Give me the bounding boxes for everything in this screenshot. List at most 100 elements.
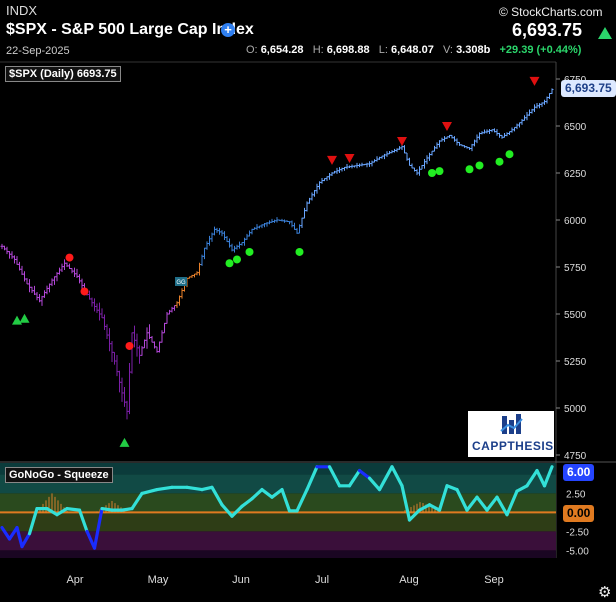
go-continuation-dot <box>428 169 436 177</box>
nogo-trend-down-marker <box>442 122 452 131</box>
oscillator-segment <box>495 495 509 517</box>
gg-marker-label: GG <box>176 280 186 286</box>
time-axis: Apr May Jun Jul Aug Sep <box>66 574 503 586</box>
low-label: L: <box>378 44 388 56</box>
squeeze-band <box>0 550 556 558</box>
month-label: May <box>148 574 169 586</box>
chart-date: 22-Sep-2025 <box>6 45 70 57</box>
price-legend: $SPX (Daily) 6693.75 <box>5 66 121 82</box>
oscillator-segment <box>427 503 442 512</box>
oscillator-segment <box>55 507 69 517</box>
go-trend-up-marker <box>119 437 130 447</box>
squeeze-band <box>0 512 556 532</box>
chart-header: INDX $SPX - S&P 500 Large Cap Index + 22… <box>0 0 616 62</box>
oscillator-segment <box>185 485 204 492</box>
oscillator-segment <box>155 485 174 492</box>
oscillator-segment <box>0 525 12 541</box>
oscillator-segment <box>535 469 547 488</box>
nogo-trend-down-marker <box>529 76 540 86</box>
go-continuation-dot <box>245 247 254 256</box>
oscillator-segment <box>230 504 244 518</box>
oscillator-segment <box>400 484 412 522</box>
oscillator-segment <box>130 491 144 511</box>
exchange-label: INDX <box>6 3 38 18</box>
add-icon[interactable]: + <box>221 23 235 37</box>
ohlc-readout: O: 6,654.28 H: 6,698.88 L: 6,648.07 V: 3… <box>246 44 581 56</box>
high-value: 6,698.88 <box>326 44 370 56</box>
change-value: +29.39 (+0.44%) <box>499 44 582 56</box>
oscillator-segment <box>407 508 422 522</box>
month-label: Sep <box>484 574 504 586</box>
go-continuation-dot <box>225 259 234 268</box>
price-badge: 6,693.75 <box>561 80 616 97</box>
go-continuation-dot <box>295 247 304 256</box>
price-bars <box>0 88 554 420</box>
go-continuation-dot <box>465 165 474 174</box>
squeeze-band <box>0 463 556 475</box>
high-label: H: <box>312 44 324 56</box>
oscillator-segment <box>27 507 39 536</box>
oscillator-segment <box>390 465 404 488</box>
month-label: Jul <box>315 574 329 586</box>
open-value: 6,654.28 <box>260 44 304 56</box>
go-continuation-dot <box>475 161 484 170</box>
oscillator-segment <box>525 469 539 488</box>
go-continuation-dot <box>495 157 504 166</box>
go-continuation-dot <box>233 255 241 264</box>
nogo-continuation-dot <box>65 253 74 262</box>
oscillator-segment <box>505 489 519 517</box>
go-continuation-dot <box>435 167 444 176</box>
oscillator-segment <box>455 488 469 512</box>
oscillator-segment <box>417 503 432 512</box>
volume-label: V: <box>443 44 453 56</box>
oscillator-segment <box>240 497 254 508</box>
price-tick-label: 6500 <box>564 122 587 133</box>
oscillator-segment <box>250 488 264 501</box>
price-tick-label: 5500 <box>564 310 587 321</box>
nogo-continuation-dot <box>125 341 134 350</box>
gear-icon[interactable]: ⚙ <box>598 584 612 601</box>
cappthesis-logo: CAPPTHESIS <box>468 411 554 457</box>
price-tick-label: 5000 <box>564 404 587 415</box>
price-tick-label: 5750 <box>564 263 587 274</box>
stockcharts-brand: © StockCharts.com <box>499 5 603 19</box>
oscillator-segment <box>45 507 59 517</box>
oscillator-segment <box>305 465 319 492</box>
price-tick-label: 5250 <box>564 357 587 368</box>
oscillator-segment <box>465 495 479 512</box>
oscillator-tick-label: -5.00 <box>566 546 589 557</box>
squeeze-band <box>0 474 556 494</box>
nogo-trend-down-marker <box>344 153 355 163</box>
zero-value-badge: 0.00 <box>563 505 595 522</box>
oscillator-segment <box>100 507 114 512</box>
oscillator-segment <box>200 485 214 492</box>
oscillator-segment <box>295 488 309 513</box>
price-tick-label: 6250 <box>564 169 587 180</box>
low-value: 6,648.07 <box>391 44 434 56</box>
cappthesis-logo-icon <box>500 414 523 434</box>
oscillator-segment <box>65 507 82 512</box>
oscillator-segment <box>140 488 159 495</box>
oscillator-segment <box>280 488 292 513</box>
oscillator-segment <box>7 525 19 541</box>
oscillator-segment <box>92 507 104 550</box>
oscillator-tick-label: -2.50 <box>566 527 589 538</box>
open-label: O: <box>246 44 258 56</box>
go-trend-up-marker <box>19 313 30 323</box>
signal-markers <box>12 76 540 447</box>
price-tick-label: 4750 <box>564 451 587 462</box>
oscillator-tick-label: 2.50 <box>566 489 586 500</box>
oscillator-segment <box>377 465 394 492</box>
month-label: Jun <box>232 574 250 586</box>
nogo-continuation-dot <box>80 287 89 296</box>
oscillator-segment <box>220 503 234 518</box>
nogo-trend-down-marker <box>327 155 337 165</box>
oscillator-segment <box>357 469 372 480</box>
cappthesis-logo-text: CAPPTHESIS <box>472 439 554 453</box>
squeeze-legend: GoNoGo - Squeeze <box>5 467 113 483</box>
oscillator-segment <box>437 484 449 512</box>
oscillator-segment <box>210 485 224 507</box>
oscillator-segment <box>347 469 362 488</box>
oscillator-segment <box>367 476 382 492</box>
